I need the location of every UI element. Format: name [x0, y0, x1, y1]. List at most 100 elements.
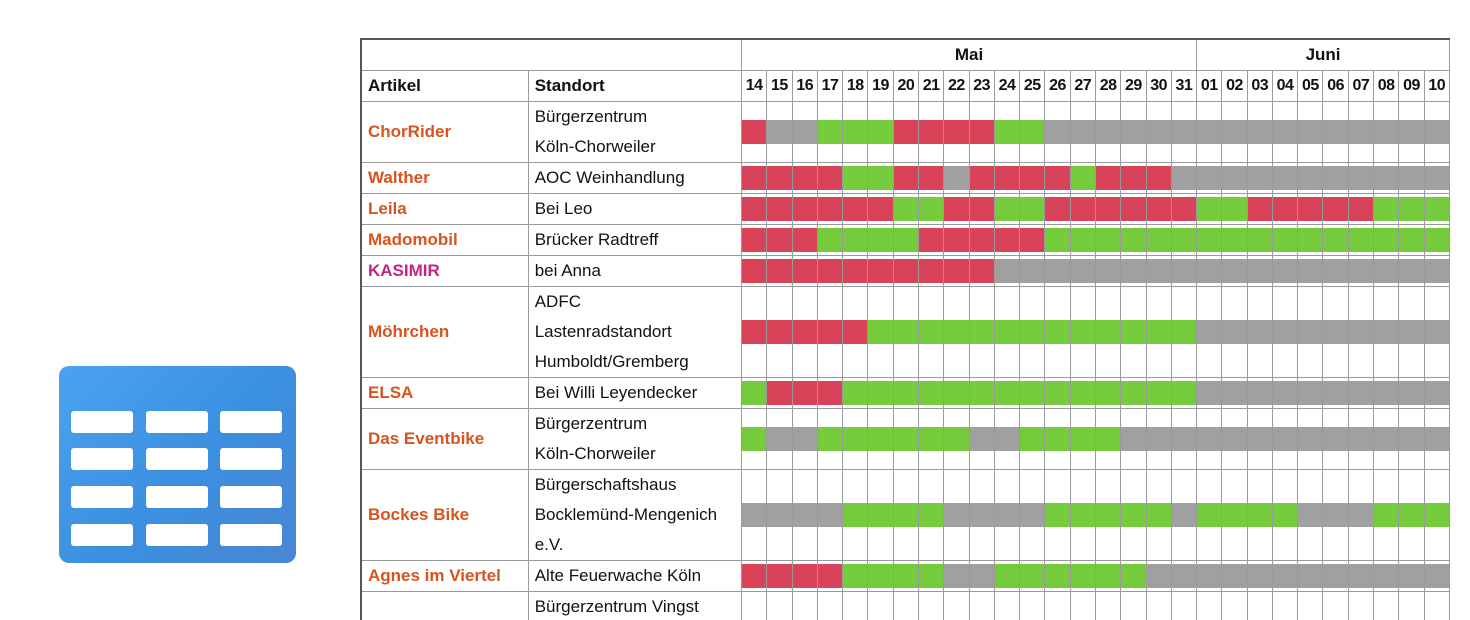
availability-slot[interactable] — [842, 377, 869, 409]
availability-slot[interactable] — [1347, 591, 1375, 620]
article-link[interactable]: Möhrchen — [360, 286, 529, 378]
availability-slot[interactable] — [1145, 193, 1172, 225]
availability-slot[interactable] — [943, 591, 970, 620]
availability-slot[interactable] — [1120, 286, 1147, 378]
availability-slot[interactable] — [1271, 101, 1299, 163]
availability-slot[interactable] — [917, 591, 945, 620]
availability-slot[interactable] — [1120, 560, 1147, 592]
availability-slot[interactable] — [1246, 377, 1273, 409]
availability-slot[interactable] — [1170, 101, 1198, 163]
availability-slot[interactable] — [892, 377, 919, 409]
availability-slot[interactable] — [1170, 560, 1198, 592]
availability-slot[interactable] — [1019, 560, 1046, 592]
availability-slot[interactable] — [791, 591, 818, 620]
availability-slot[interactable] — [1423, 101, 1450, 163]
availability-slot[interactable] — [791, 224, 818, 256]
availability-slot[interactable] — [816, 101, 844, 163]
availability-slot[interactable] — [1246, 255, 1273, 287]
availability-slot[interactable] — [816, 591, 844, 620]
availability-slot[interactable] — [1398, 193, 1425, 225]
availability-slot[interactable] — [892, 408, 919, 470]
availability-slot[interactable] — [1221, 286, 1248, 378]
availability-slot[interactable] — [1145, 286, 1172, 378]
availability-slot[interactable] — [816, 469, 844, 561]
availability-slot[interactable] — [1271, 469, 1299, 561]
availability-slot[interactable] — [1044, 591, 1071, 620]
availability-slot[interactable] — [993, 560, 1021, 592]
availability-slot[interactable] — [1221, 377, 1248, 409]
availability-slot[interactable] — [1271, 286, 1299, 378]
availability-slot[interactable] — [1044, 193, 1071, 225]
availability-slot[interactable] — [1347, 162, 1375, 194]
article-link[interactable]: Leila — [360, 193, 529, 225]
availability-slot[interactable] — [968, 377, 995, 409]
availability-slot[interactable] — [892, 162, 919, 194]
availability-slot[interactable] — [968, 101, 995, 163]
availability-slot[interactable] — [1044, 408, 1071, 470]
availability-slot[interactable] — [867, 101, 894, 163]
availability-slot[interactable] — [1120, 469, 1147, 561]
availability-slot[interactable] — [867, 560, 894, 592]
availability-slot[interactable] — [816, 224, 844, 256]
availability-slot[interactable] — [1322, 469, 1349, 561]
availability-slot[interactable] — [1044, 286, 1071, 378]
article-link[interactable]: Walther — [360, 162, 529, 194]
availability-slot[interactable] — [1094, 162, 1122, 194]
availability-slot[interactable] — [1373, 255, 1400, 287]
availability-slot[interactable] — [1069, 469, 1096, 561]
availability-slot[interactable] — [968, 224, 995, 256]
availability-slot[interactable] — [1423, 408, 1450, 470]
availability-slot[interactable] — [1373, 591, 1400, 620]
article-link[interactable]: Agnes im Viertel — [360, 560, 529, 592]
availability-slot[interactable] — [892, 224, 919, 256]
availability-slot[interactable] — [1297, 193, 1324, 225]
availability-slot[interactable] — [842, 101, 869, 163]
availability-slot[interactable] — [1170, 193, 1198, 225]
availability-slot[interactable] — [1145, 469, 1172, 561]
availability-slot[interactable] — [766, 591, 793, 620]
availability-slot[interactable] — [1373, 408, 1400, 470]
availability-slot[interactable] — [1297, 101, 1324, 163]
availability-slot[interactable] — [766, 162, 793, 194]
availability-slot[interactable] — [816, 286, 844, 378]
availability-slot[interactable] — [1196, 469, 1223, 561]
availability-slot[interactable] — [1120, 255, 1147, 287]
availability-slot[interactable] — [1221, 408, 1248, 470]
availability-slot[interactable] — [1196, 101, 1223, 163]
availability-slot[interactable] — [1170, 255, 1198, 287]
availability-slot[interactable] — [1120, 591, 1147, 620]
availability-slot[interactable] — [867, 224, 894, 256]
availability-slot[interactable] — [968, 469, 995, 561]
availability-slot[interactable] — [741, 286, 768, 378]
availability-slot[interactable] — [867, 286, 894, 378]
availability-slot[interactable] — [1373, 377, 1400, 409]
availability-slot[interactable] — [1322, 286, 1349, 378]
availability-slot[interactable] — [1221, 162, 1248, 194]
availability-slot[interactable] — [1094, 469, 1122, 561]
availability-slot[interactable] — [1322, 255, 1349, 287]
availability-slot[interactable] — [766, 469, 793, 561]
availability-slot[interactable] — [892, 286, 919, 378]
availability-slot[interactable] — [1322, 193, 1349, 225]
availability-slot[interactable] — [1297, 286, 1324, 378]
availability-slot[interactable] — [1297, 224, 1324, 256]
availability-slot[interactable] — [1196, 193, 1223, 225]
availability-slot[interactable] — [1019, 591, 1046, 620]
availability-slot[interactable] — [1170, 591, 1198, 620]
availability-slot[interactable] — [1246, 408, 1273, 470]
availability-slot[interactable] — [1170, 224, 1198, 256]
availability-slot[interactable] — [993, 224, 1021, 256]
availability-slot[interactable] — [1044, 469, 1071, 561]
availability-slot[interactable] — [1094, 560, 1122, 592]
availability-slot[interactable] — [1297, 560, 1324, 592]
availability-slot[interactable] — [917, 560, 945, 592]
availability-slot[interactable] — [867, 162, 894, 194]
availability-slot[interactable] — [1069, 101, 1096, 163]
availability-slot[interactable] — [993, 469, 1021, 561]
availability-slot[interactable] — [1398, 162, 1425, 194]
availability-slot[interactable] — [968, 193, 995, 225]
availability-slot[interactable] — [1246, 101, 1273, 163]
availability-slot[interactable] — [1271, 377, 1299, 409]
availability-slot[interactable] — [1044, 224, 1071, 256]
availability-slot[interactable] — [917, 469, 945, 561]
